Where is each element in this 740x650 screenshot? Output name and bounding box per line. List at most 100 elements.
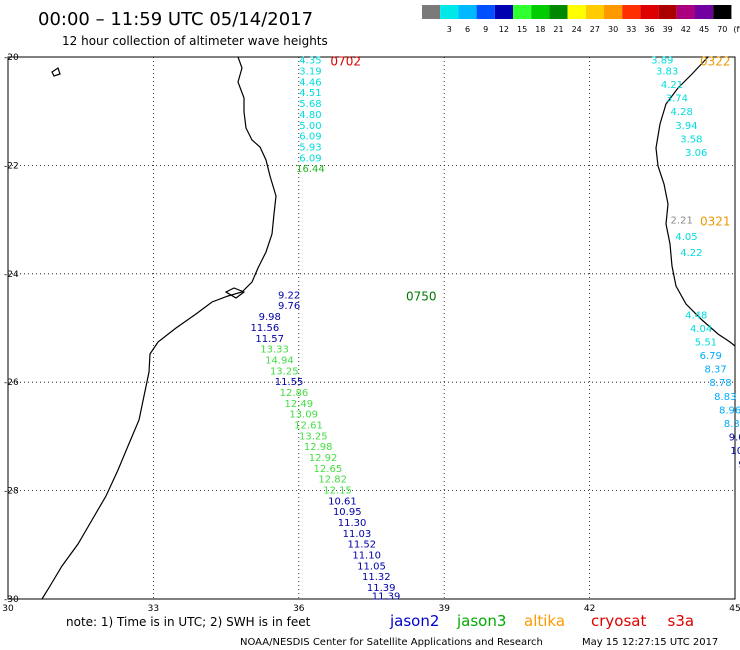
legend-label: 3 xyxy=(447,25,452,34)
swh-reading: 4.28 xyxy=(671,107,693,118)
madagascar-coastline xyxy=(655,56,736,347)
swh-reading: 5.51 xyxy=(695,338,717,349)
swh-reading: 8.96 xyxy=(719,405,740,416)
legend-swatch xyxy=(640,5,659,19)
swh-reading: 14.94 xyxy=(265,355,294,366)
swh-reading: 12.92 xyxy=(309,453,338,464)
swh-reading: 9.01 xyxy=(729,432,740,443)
swh-reading: 3.83 xyxy=(656,67,678,78)
swh-reading: 16.44 xyxy=(296,164,325,175)
swh-reading: 12.49 xyxy=(284,399,313,410)
page-title: 00:00 – 11:59 UTC 05/14/2017 xyxy=(38,9,313,30)
legend-swatch xyxy=(695,5,714,19)
swh-reading: 10.18 xyxy=(730,446,740,457)
swh-reading: 12.61 xyxy=(294,420,323,431)
lat-tick-label: -22 xyxy=(4,161,19,171)
swh-reading: 11.32 xyxy=(362,572,391,583)
legend-label: 18 xyxy=(535,25,545,34)
legend-swatch xyxy=(567,5,586,19)
swh-reading: 4.04 xyxy=(690,324,712,335)
lon-tick-label: 45 xyxy=(729,604,740,614)
africa-coastline xyxy=(41,56,277,600)
lat-tick-label: -20 xyxy=(4,53,19,63)
axis-ticks: 30 33 36 39 42 45 -20 -22 -24 -26 -28 -30 xyxy=(2,53,740,614)
coastline xyxy=(41,56,736,600)
swh-reading: 8.83 xyxy=(714,392,736,403)
swh-reading: 9.98 xyxy=(259,312,281,323)
legend-label: 24 xyxy=(572,25,582,34)
swh-reading: 13.25 xyxy=(270,366,299,377)
legend-label: 30 xyxy=(608,25,618,34)
swh-reading: 12.86 xyxy=(280,388,309,399)
swh-reading: 11.39 xyxy=(372,592,401,603)
lat-tick-label: -28 xyxy=(4,487,19,497)
swh-reading: 12.98 xyxy=(304,442,333,453)
map-frame xyxy=(7,56,736,600)
legend-unit: (ft) xyxy=(733,25,740,34)
legend-label: 21 xyxy=(553,25,563,34)
legend-label: 36 xyxy=(644,25,654,34)
satellite-name: jason3 xyxy=(456,612,506,630)
swh-reading: 3.94 xyxy=(675,121,697,132)
lat-tick-label: -30 xyxy=(4,595,19,605)
legend-label: 6 xyxy=(465,25,470,34)
swh-reading: 8.37 xyxy=(704,365,726,376)
swh-reading: 12.15 xyxy=(323,486,352,497)
satellite-name: cryosat xyxy=(591,612,646,630)
legend-label: 45 xyxy=(699,25,709,34)
swh-reading: 11.10 xyxy=(352,551,381,562)
legend-swatch xyxy=(476,5,495,19)
swh-reading: 4.80 xyxy=(299,110,321,121)
swh-reading: 10.61 xyxy=(328,496,357,507)
swh-reading: 4.35 xyxy=(299,56,321,67)
satellite-legend: jason2 jason3 altika cryosat s3a xyxy=(389,612,694,630)
legend-swatch xyxy=(713,5,732,19)
swh-reading: 6.79 xyxy=(700,351,722,362)
swh-reading: 5.00 xyxy=(299,121,321,132)
graticule xyxy=(8,57,735,599)
legend-label: 27 xyxy=(590,25,600,34)
swh-reading: 9.51 xyxy=(738,460,740,471)
lon-tick-label: 39 xyxy=(438,604,450,614)
satellite-name: s3a xyxy=(668,612,695,630)
swh-reading: 13.33 xyxy=(260,345,289,356)
swh-reading: 6.09 xyxy=(299,153,321,164)
legend-label: 39 xyxy=(663,25,673,34)
swh-reading: 11.30 xyxy=(338,518,367,529)
swh-reading: 8.31 xyxy=(724,419,740,430)
swh-reading: 11.52 xyxy=(347,540,376,551)
legend-label: 12 xyxy=(499,25,509,34)
legend-swatch xyxy=(422,5,441,19)
legend-swatch xyxy=(604,5,623,19)
satellite-name: altika xyxy=(524,612,565,630)
swh-reading: 4.46 xyxy=(299,77,321,88)
swh-reading: 11.57 xyxy=(255,334,284,345)
swh-reading: 4.22 xyxy=(680,248,702,259)
pass-time-label: 0322 xyxy=(700,55,731,69)
legend-swatch xyxy=(658,5,677,19)
swh-reading: 11.03 xyxy=(343,529,372,540)
legend-label: 42 xyxy=(681,25,691,34)
legend-swatch xyxy=(513,5,532,19)
legend-label: 15 xyxy=(517,25,527,34)
swh-reading: 8.78 xyxy=(709,378,731,389)
page-subtitle: 12 hour collection of altimeter wave hei… xyxy=(62,34,328,48)
altimeter-tracks: 4.353.194.464.515.684.805.006.095.936.09… xyxy=(251,55,740,603)
lon-tick-label: 36 xyxy=(293,604,305,614)
swh-reading: 11.39 xyxy=(367,583,396,594)
satellite-name: jason2 xyxy=(389,612,439,630)
bay-inlet xyxy=(224,287,246,299)
swh-reading: 13.09 xyxy=(289,410,318,421)
lon-tick-label: 33 xyxy=(148,604,159,614)
swh-reading: 4.21 xyxy=(661,80,683,91)
footer-note: note: 1) Time is in UTC; 2) SWH is in fe… xyxy=(66,615,311,629)
swh-reading: 4.05 xyxy=(675,232,697,243)
swh-reading: 11.55 xyxy=(275,377,304,388)
pass-time-label: 0702 xyxy=(330,55,361,69)
swh-reading: 12.82 xyxy=(318,475,347,486)
legend-swatch xyxy=(531,5,550,19)
swh-reading: 11.56 xyxy=(251,323,280,334)
swh-reading: 10.95 xyxy=(333,507,362,518)
swh-reading: 3.89 xyxy=(651,56,673,67)
